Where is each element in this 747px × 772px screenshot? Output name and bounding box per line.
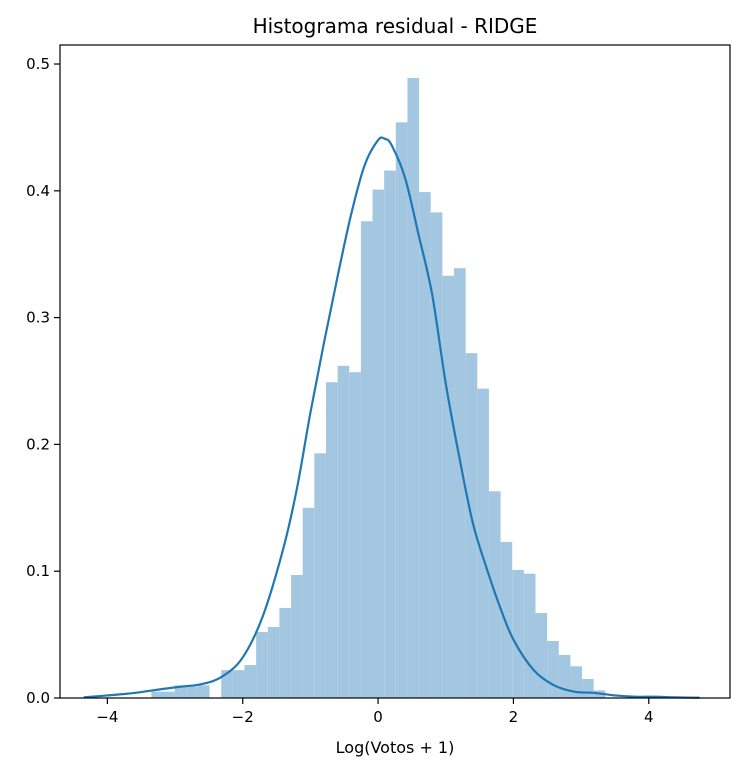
histogram-bar — [582, 678, 594, 698]
histogram-bars — [151, 77, 606, 699]
y-tick-label: 0.3 — [26, 309, 50, 327]
histogram-bar — [267, 626, 280, 698]
histogram-bar — [535, 613, 548, 698]
histogram-bar — [419, 192, 431, 698]
histogram-bar — [221, 670, 233, 698]
histogram-bar — [407, 77, 420, 699]
y-tick-label: 0.4 — [26, 182, 50, 200]
x-tick-label: −2 — [232, 708, 254, 726]
y-tick-label: 0.5 — [26, 55, 50, 73]
x-tick-label: −4 — [96, 708, 118, 726]
kde-line — [83, 136, 700, 699]
histogram-bar — [337, 365, 350, 698]
histogram-bar — [174, 685, 187, 698]
histogram-bar — [360, 221, 373, 699]
histogram-bar — [547, 640, 559, 698]
histogram-bar — [477, 388, 489, 698]
x-tick-label: 2 — [509, 708, 519, 726]
x-axis-label: Log(Votos + 1) — [336, 738, 455, 757]
y-tick-label: 0.0 — [26, 689, 50, 707]
histogram-bar — [302, 507, 315, 698]
histogram-bar — [256, 632, 268, 698]
histogram-bar — [523, 573, 536, 698]
histogram-bar — [395, 122, 408, 698]
histogram-bar — [163, 691, 175, 698]
x-tick-label: 0 — [373, 708, 383, 726]
histogram-bar — [442, 275, 455, 698]
histogram-bar — [570, 666, 583, 698]
histogram-bar — [279, 607, 292, 698]
histogram-bar — [372, 189, 385, 698]
x-tick-label: 4 — [644, 708, 654, 726]
histogram-bar — [349, 372, 361, 698]
histogram-bar — [465, 353, 478, 698]
histogram-bar — [454, 268, 466, 698]
histogram-bar — [291, 575, 303, 698]
histogram-bar — [186, 686, 198, 698]
x-axis: −4 −2 0 2 4 — [96, 698, 654, 726]
histogram-bar — [325, 382, 338, 698]
histogram-bar — [197, 685, 210, 698]
histogram-bar — [500, 542, 513, 698]
y-tick-label: 0.1 — [26, 562, 50, 580]
histogram-bar — [244, 665, 257, 698]
histogram-bar — [384, 170, 396, 699]
histogram-bar — [430, 212, 443, 698]
chart-title: Histograma residual - RIDGE — [253, 14, 538, 38]
histogram-bar — [314, 453, 326, 698]
histogram-bar — [558, 654, 571, 698]
histogram-bar — [232, 670, 245, 698]
histogram-bar — [512, 569, 524, 698]
y-tick-label: 0.2 — [26, 435, 50, 453]
plot-frame — [59, 44, 731, 699]
y-axis: 0.0 0.1 0.2 0.3 0.4 0.5 — [26, 55, 60, 707]
histogram-bar — [151, 691, 164, 698]
